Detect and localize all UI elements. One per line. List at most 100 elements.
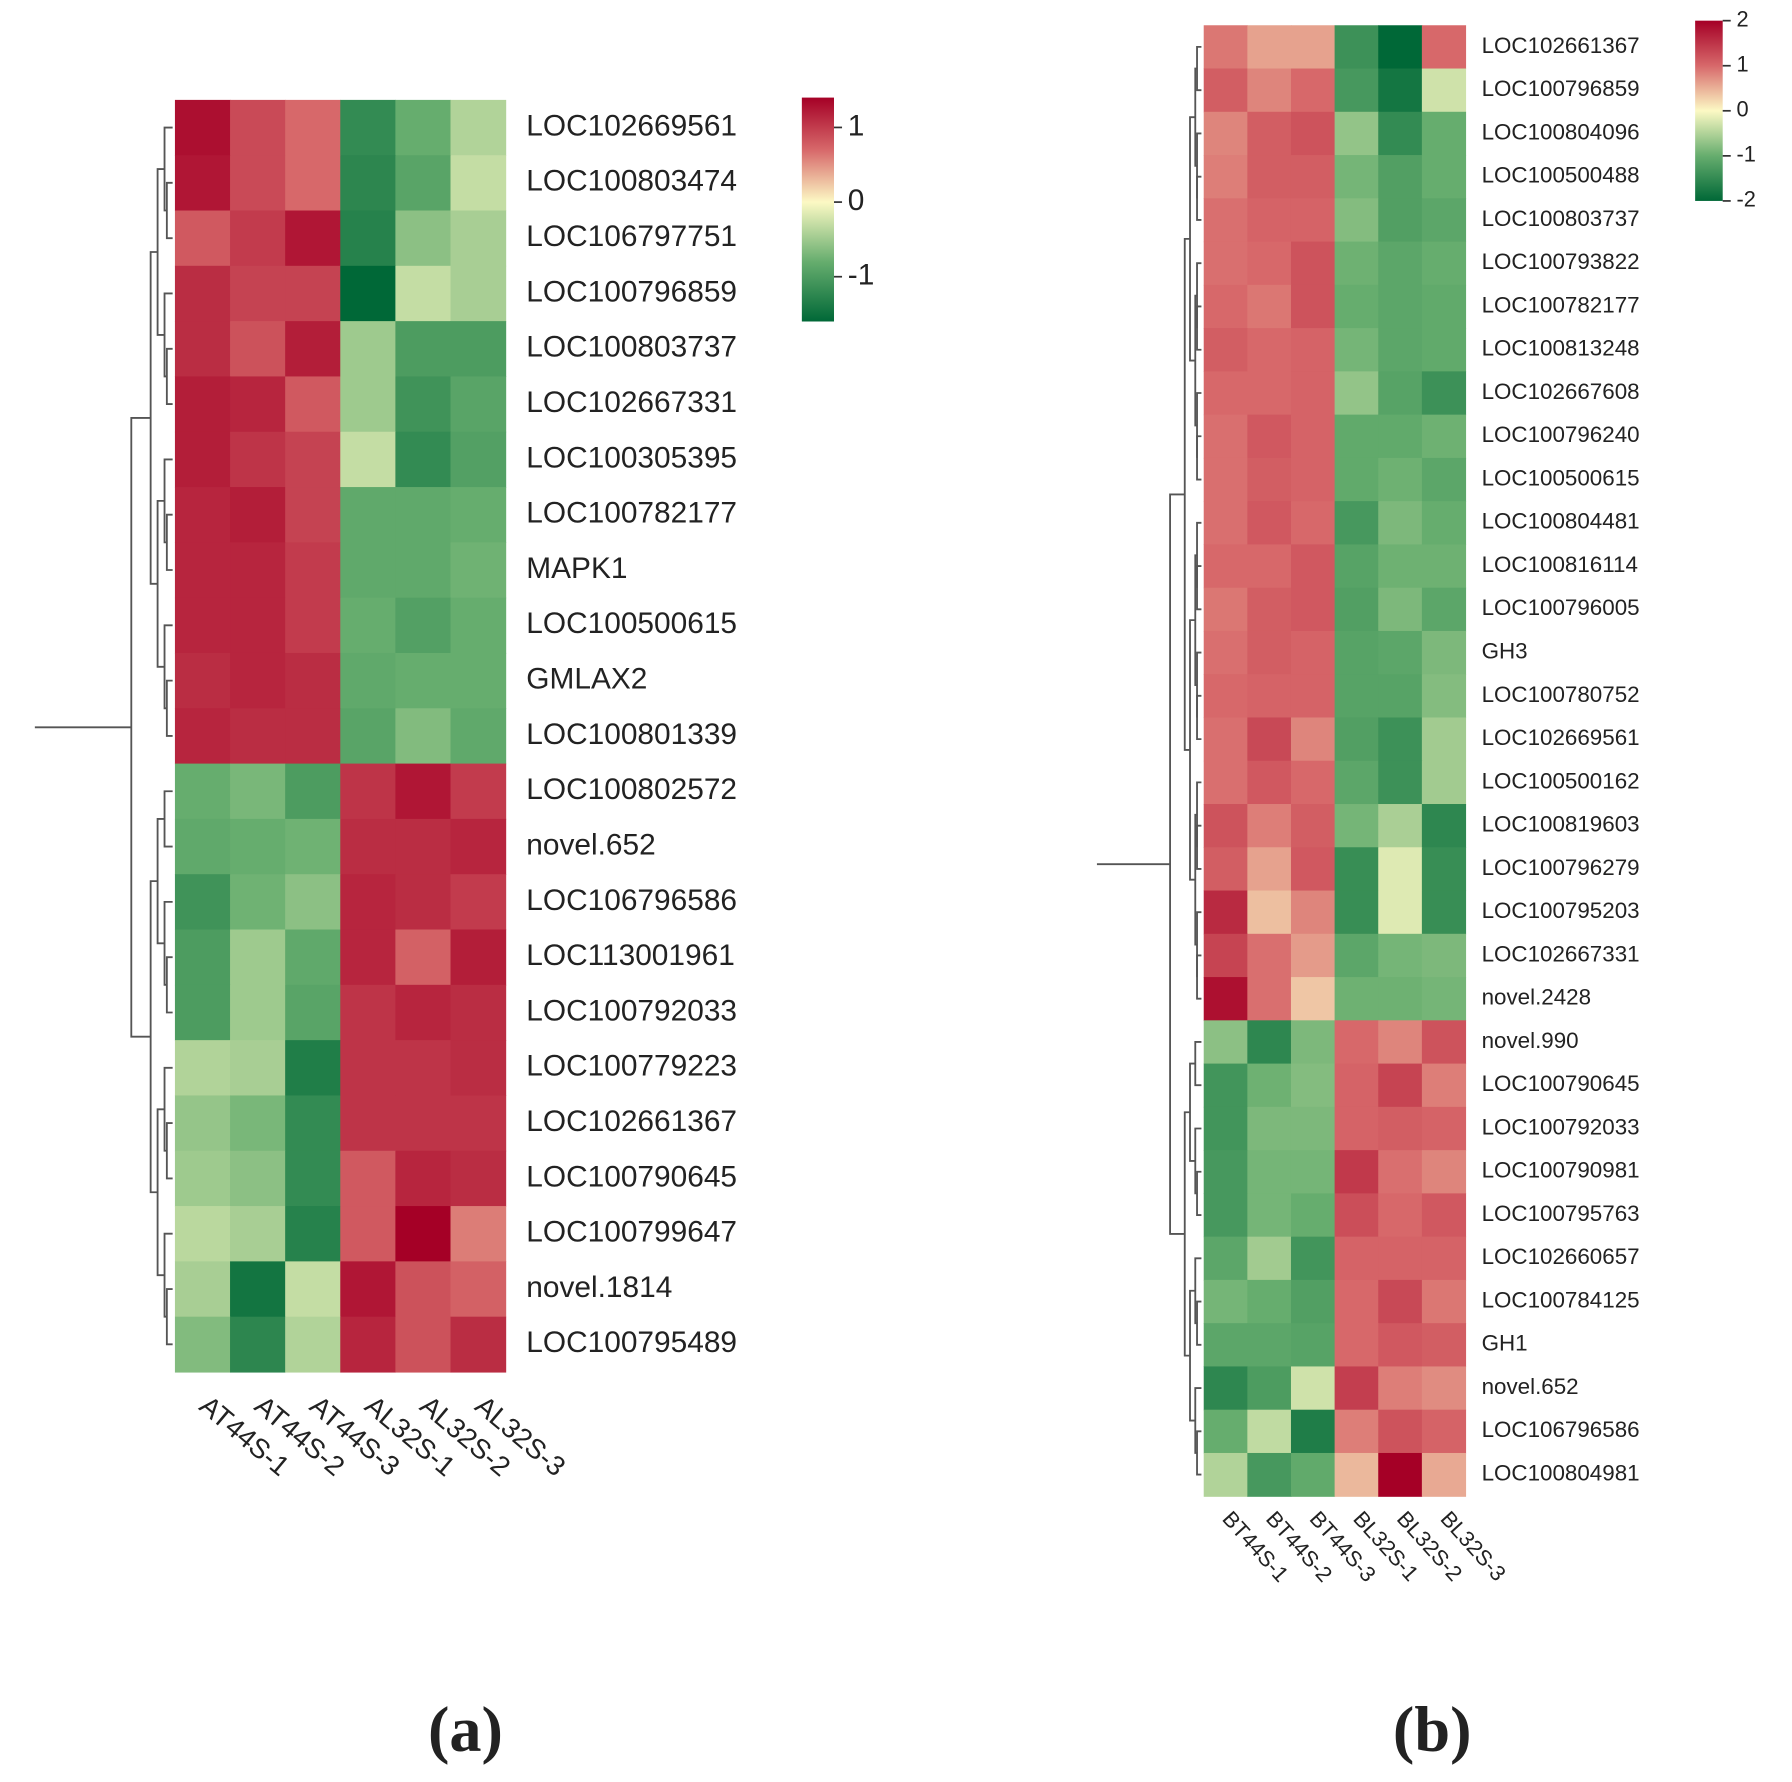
heatmap-cell [1421,328,1467,372]
row-label: LOC100803737 [526,331,737,364]
heatmap-cell [1378,1409,1423,1454]
heatmap-cell [1421,1150,1467,1194]
heatmap-cell [1421,544,1467,589]
heatmap-cell [450,1095,507,1152]
heatmap-cell [395,818,452,875]
heatmap-cell [450,708,507,765]
heatmap-cell [395,487,452,543]
row-label: LOC100804981 [1482,1461,1640,1486]
heatmap-cell [1290,1279,1336,1324]
heatmap-cell [1290,25,1336,70]
heatmap-cell [1247,1193,1292,1238]
heatmap-cell [285,874,341,931]
heatmap-cell [1203,1150,1248,1194]
heatmap-cell [1203,457,1248,502]
heatmap-cell [174,597,231,654]
heatmap-cell [1247,890,1292,935]
heatmap-cell [1421,1452,1467,1497]
heatmap-cell [340,321,396,378]
heatmap-cell [174,1261,231,1318]
heatmap-cell [450,542,507,599]
dendrogram-branch [1196,1170,1202,1216]
heatmap-cell [340,487,396,543]
heatmap-cell [1421,1020,1467,1065]
heatmap-cell [1203,241,1248,286]
heatmap-cell [395,1206,452,1262]
row-label: LOC106796586 [1482,1417,1640,1442]
row-label: novel.652 [526,828,655,861]
heatmap-cell [340,542,396,599]
dendrogram-branch [1194,294,1198,427]
heatmap-cell [285,763,341,820]
heatmap-cell [174,652,231,709]
heatmap-cell [1203,1323,1248,1368]
heatmap-cell [1334,847,1379,892]
heatmap-cell [285,210,341,267]
dendrogram-branch [163,1232,173,1318]
heatmap-cell [450,1316,507,1373]
heatmap-cell [1334,371,1379,416]
heatmap-cell [1334,1409,1379,1454]
heatmap-cell [174,818,231,875]
heatmap-cell [285,708,341,765]
heatmap-cell [1203,1063,1248,1108]
heatmap-cell [1247,1366,1292,1411]
dendrogram-branch [1196,911,1202,978]
heatmap-cell [1203,804,1248,848]
heatmap-cell [1421,1063,1467,1108]
row-label: LOC106797751 [526,220,737,253]
heatmap-cell [1378,111,1423,156]
heatmap-cell [1290,760,1336,805]
heatmap-cell [1378,977,1423,1021]
heatmap-cell [174,708,231,765]
colorbar-tick-label: -2 [1736,187,1755,212]
row-label: LOC100804481 [1482,509,1640,534]
heatmap-cell [1290,544,1336,589]
row-label: LOC100796859 [1482,76,1640,101]
heatmap-cell [1421,501,1467,546]
heatmap-cell [1334,328,1379,372]
heatmap-cell [340,1316,396,1373]
heatmap-cell [1334,155,1379,199]
heatmap-cell [1421,1236,1467,1281]
heatmap-cell [395,1261,452,1318]
heatmap-cell [1421,890,1467,935]
heatmap-cell [1334,1366,1379,1411]
heatmap-cell [1290,371,1336,416]
heatmap-cell [1290,890,1336,935]
row-label: GH3 [1482,638,1528,663]
heatmap-cell [1421,717,1467,762]
heatmap-cell [1334,1323,1379,1368]
heatmap-cell [450,376,507,433]
heatmap-cell [230,431,286,488]
heatmap-cell [1203,371,1248,416]
heatmap-cell [1334,111,1379,156]
row-label: LOC100792033 [1482,1114,1640,1139]
heatmap-cell [230,818,286,875]
heatmap-cell [1247,414,1292,459]
heatmap-cell [450,155,507,212]
heatmap-cell [1334,1063,1379,1108]
heatmap-cell [174,1150,231,1207]
row-label: LOC100782177 [1482,292,1640,317]
heatmap-cell [1247,371,1292,416]
heatmap-cell [285,487,341,543]
row-label: LOC100793822 [1482,249,1640,274]
heatmap-cell [1247,457,1292,502]
heatmap-cell [395,542,452,599]
heatmap-cell [1421,284,1467,329]
heatmap-cell [340,652,396,709]
heatmap-cell [1290,1452,1336,1497]
dendrogram-branch [165,1122,173,1180]
heatmap-cell [1290,933,1336,978]
heatmap-cell [395,321,452,378]
dendrogram-branch [165,181,173,240]
heatmap-cell [1290,1106,1336,1151]
heatmap-cell [1247,760,1292,805]
row-label: LOC102661367 [526,1105,737,1138]
heatmap-cell [395,265,452,322]
row-label: LOC102667608 [1482,379,1640,404]
heatmap-cell [395,431,452,488]
panel-label: (b) [1393,1694,1472,1765]
heatmap-cell [340,1206,396,1262]
